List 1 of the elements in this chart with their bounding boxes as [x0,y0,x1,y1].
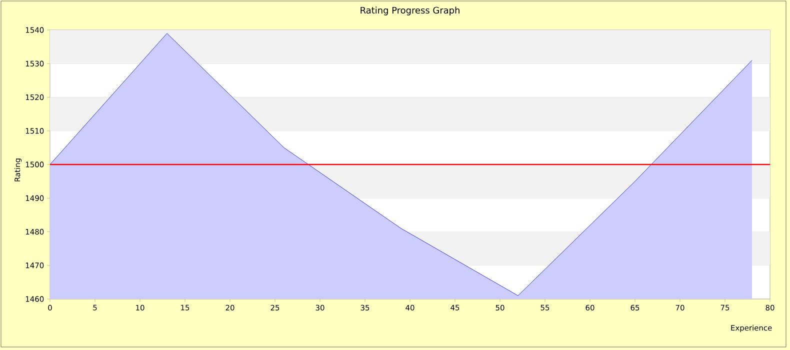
chart-title: Rating Progress Graph [360,6,460,16]
